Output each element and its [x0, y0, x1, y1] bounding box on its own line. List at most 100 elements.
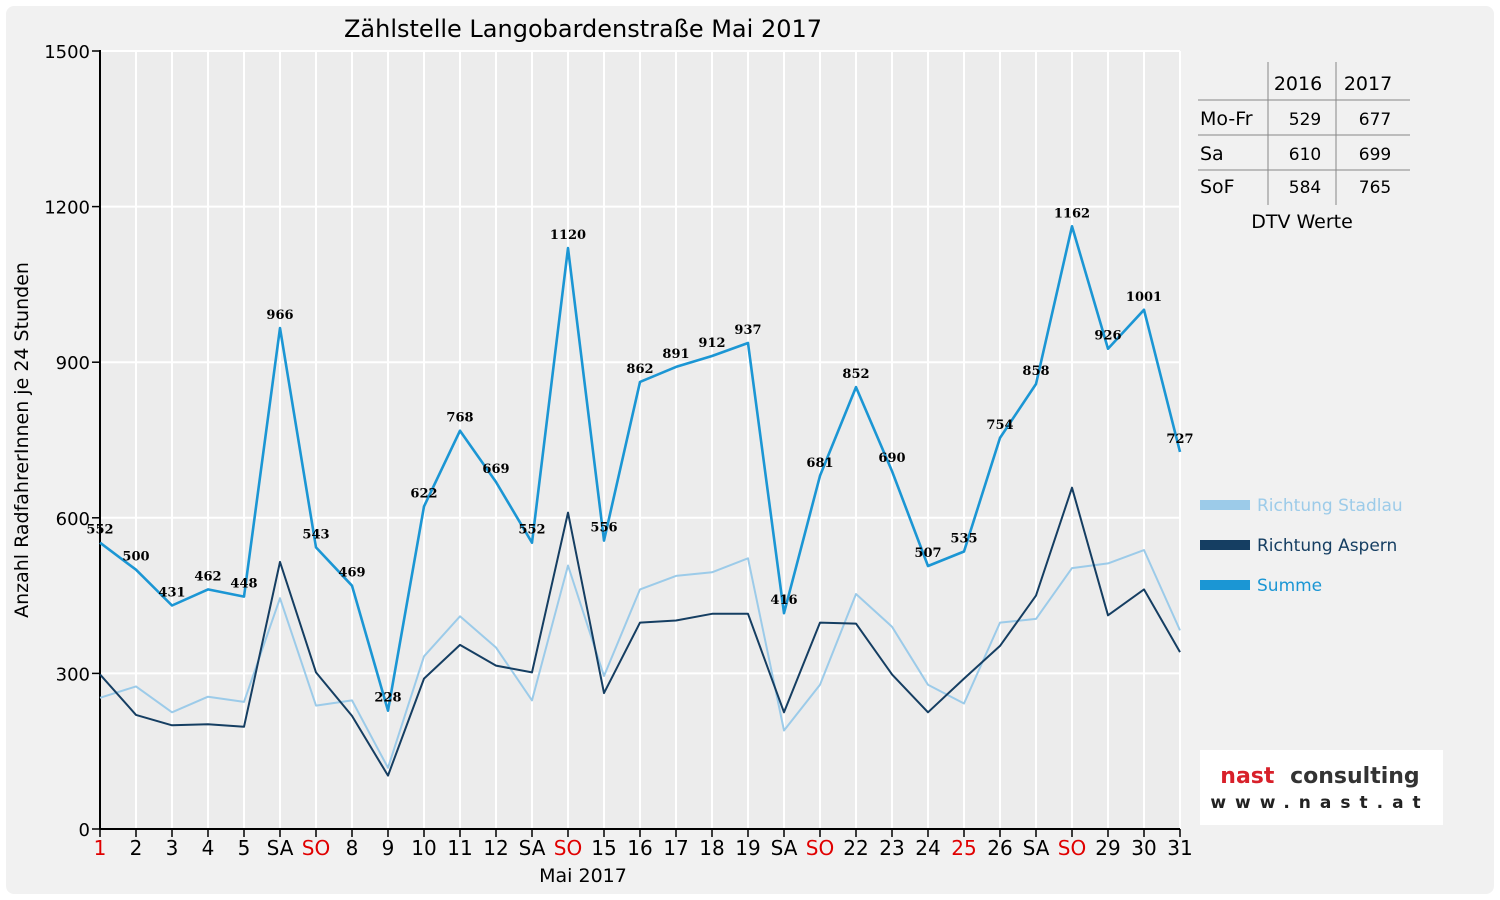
data-label: 462 [194, 569, 221, 584]
x-tick-label: 1 [94, 836, 107, 860]
axes [92, 50, 1181, 837]
data-label: 862 [626, 362, 653, 377]
data-label: 690 [878, 451, 905, 466]
table-header-2016: 2016 [1274, 73, 1322, 95]
data-label: 552 [86, 523, 113, 538]
x-tick-label: 12 [483, 836, 508, 860]
table-header-2017: 2017 [1344, 73, 1392, 95]
x-tick-label: 25 [951, 836, 976, 860]
data-label: 543 [302, 527, 329, 542]
x-tick-label: 16 [627, 836, 652, 860]
x-tick-label: 5 [238, 836, 251, 860]
series-lines [99, 225, 1182, 777]
y-tick-label: 0 [79, 820, 90, 841]
legend-label: Richtung Aspern [1257, 536, 1397, 556]
x-tick-label: SO [1058, 836, 1086, 860]
x-tick-label: 19 [735, 836, 760, 860]
data-label: 1162 [1054, 206, 1090, 221]
data-label: 1120 [550, 228, 586, 243]
x-tick-label: SO [302, 836, 330, 860]
x-tick-label: 26 [987, 836, 1012, 860]
y-tick-label: 900 [56, 353, 90, 374]
table-cell: 677 [1359, 110, 1391, 130]
data-label: 469 [338, 566, 365, 581]
x-tick-label: SA [771, 836, 798, 860]
legend-label: Summe [1257, 576, 1322, 596]
table-row-label: Mo-Fr [1200, 108, 1253, 130]
dtv-table: 2016 2017 Mo-Fr 529 677 Sa 610 699 SoF 5… [1198, 62, 1410, 233]
legend: Richtung Stadlau Richtung Aspern Summe [1200, 496, 1403, 596]
x-tick-label: 24 [915, 836, 940, 860]
x-tick-label: 10 [411, 836, 436, 860]
table-row-label: Sa [1200, 143, 1224, 165]
x-tick-label: 2 [130, 836, 143, 860]
data-label: 966 [266, 308, 293, 323]
x-tick-label: 9 [382, 836, 395, 860]
data-label: 754 [986, 418, 1013, 433]
x-tick-label: 30 [1131, 836, 1156, 860]
logo-url: www.nast.at [1210, 793, 1429, 813]
table-caption: DTV Werte [1251, 211, 1353, 233]
legend-swatch [1200, 540, 1250, 550]
table-cell: 699 [1359, 145, 1391, 165]
x-tick-label: SO [806, 836, 834, 860]
x-tick-label: 8 [346, 836, 359, 860]
x-tick-label: SA [519, 836, 546, 860]
table-cell: 584 [1289, 178, 1321, 198]
x-tick-label: SA [267, 836, 294, 860]
grid-lines [100, 50, 1181, 829]
x-tick-label: SO [554, 836, 582, 860]
data-label: 681 [806, 456, 833, 471]
x-tick-label: 3 [166, 836, 179, 860]
legend-label: Richtung Stadlau [1257, 496, 1403, 516]
series-line-2 [99, 486, 1181, 777]
legend-swatch [1200, 580, 1250, 590]
x-tick-label: 31 [1167, 836, 1192, 860]
x-axis-label: Mai 2017 [539, 865, 627, 887]
data-label: 912 [698, 336, 725, 351]
x-tick-label: 11 [447, 836, 472, 860]
data-label: 727 [1166, 432, 1193, 447]
data-label: 507 [914, 546, 941, 561]
series-line-1 [99, 549, 1181, 769]
data-label: 431 [158, 585, 185, 600]
y-tick-label: 600 [56, 509, 90, 530]
table-cell: 529 [1289, 110, 1321, 130]
y-tick-label: 1200 [44, 198, 90, 219]
data-label: 228 [374, 691, 401, 706]
x-tick-label: 15 [591, 836, 616, 860]
data-label: 552 [518, 523, 545, 538]
x-tick-label: SA [1023, 836, 1050, 860]
y-tick-labels: 0 300 600 900 1200 1500 [44, 42, 90, 841]
data-label: 535 [950, 532, 977, 547]
legend-swatch [1200, 500, 1250, 510]
svg-text:nast consulting: nast consulting [1220, 764, 1419, 789]
series-line-3 [99, 225, 1182, 713]
data-label: 500 [122, 550, 149, 565]
x-tick-label: 17 [663, 836, 688, 860]
table-cell: 610 [1289, 145, 1321, 165]
data-label: 669 [482, 462, 509, 477]
chart-title: Zählstelle Langobardenstraße Mai 2017 [344, 15, 822, 43]
data-label: 852 [842, 367, 869, 382]
nast-consulting-logo: nast consulting www.nast.at [1200, 750, 1443, 825]
data-label: 926 [1094, 329, 1121, 344]
table-row-label: SoF [1200, 176, 1235, 198]
data-label: 1001 [1126, 290, 1162, 305]
table-cell: 765 [1359, 178, 1391, 198]
data-label: 768 [446, 411, 473, 426]
x-tick-label: 4 [202, 836, 215, 860]
data-label: 622 [410, 486, 437, 501]
x-tick-label: 22 [843, 836, 868, 860]
data-label: 556 [590, 521, 617, 536]
data-label: 858 [1022, 364, 1049, 379]
y-tick-label: 300 [56, 664, 90, 685]
y-axis-label: Anzahl RadfahrerInnen je 24 Stunden [11, 262, 33, 618]
x-tick-label: 23 [879, 836, 904, 860]
data-label: 416 [770, 593, 797, 608]
data-label: 891 [662, 347, 689, 362]
data-labels: 552 500 431 462 448 966 543 469 228 622 768 669 552 1… [86, 206, 1193, 705]
data-label: 937 [734, 323, 761, 338]
y-tick-label: 1500 [44, 42, 90, 63]
